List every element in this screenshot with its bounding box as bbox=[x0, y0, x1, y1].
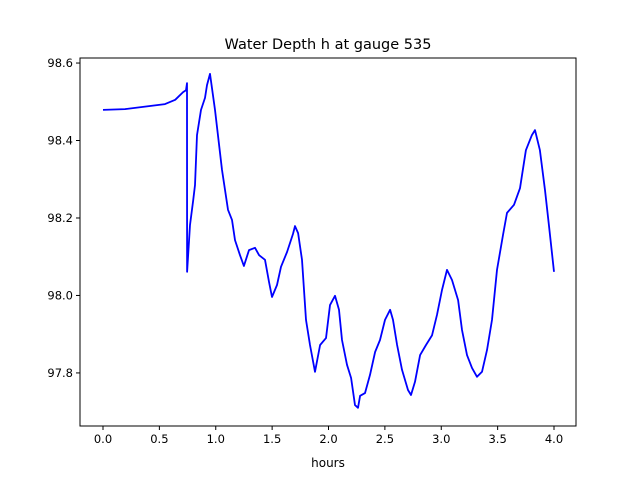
y-tick-label: 98.2 bbox=[47, 211, 73, 225]
plot-area bbox=[102, 73, 555, 409]
series-line-h bbox=[102, 73, 555, 409]
x-tick-label: 1.5 bbox=[263, 432, 281, 446]
y-tick-label: 98.0 bbox=[47, 288, 73, 302]
y-axis: 97.8 98.0 98.2 98.4 98.6 bbox=[47, 56, 80, 380]
x-tick-label: 3.5 bbox=[488, 432, 506, 446]
y-tick-label: 98.6 bbox=[47, 56, 73, 70]
x-tick-label: 4.0 bbox=[545, 432, 563, 446]
x-tick-label: 2.5 bbox=[376, 432, 394, 446]
x-tick-label: 2.0 bbox=[319, 432, 337, 446]
x-tick-label: 0.5 bbox=[150, 432, 168, 446]
chart-title: Water Depth h at gauge 535 bbox=[225, 37, 432, 53]
x-axis-label: hours bbox=[311, 456, 345, 470]
x-axis: 0.0 0.5 1.0 1.5 2.0 2.5 3.0 3.5 4.0 bbox=[94, 426, 563, 446]
x-tick-label: 0.0 bbox=[94, 432, 112, 446]
y-tick-label: 97.8 bbox=[47, 366, 73, 380]
x-tick-label: 3.0 bbox=[432, 432, 450, 446]
y-tick-label: 98.4 bbox=[47, 134, 73, 148]
x-tick-label: 1.0 bbox=[207, 432, 225, 446]
axes-frame bbox=[79, 57, 577, 427]
